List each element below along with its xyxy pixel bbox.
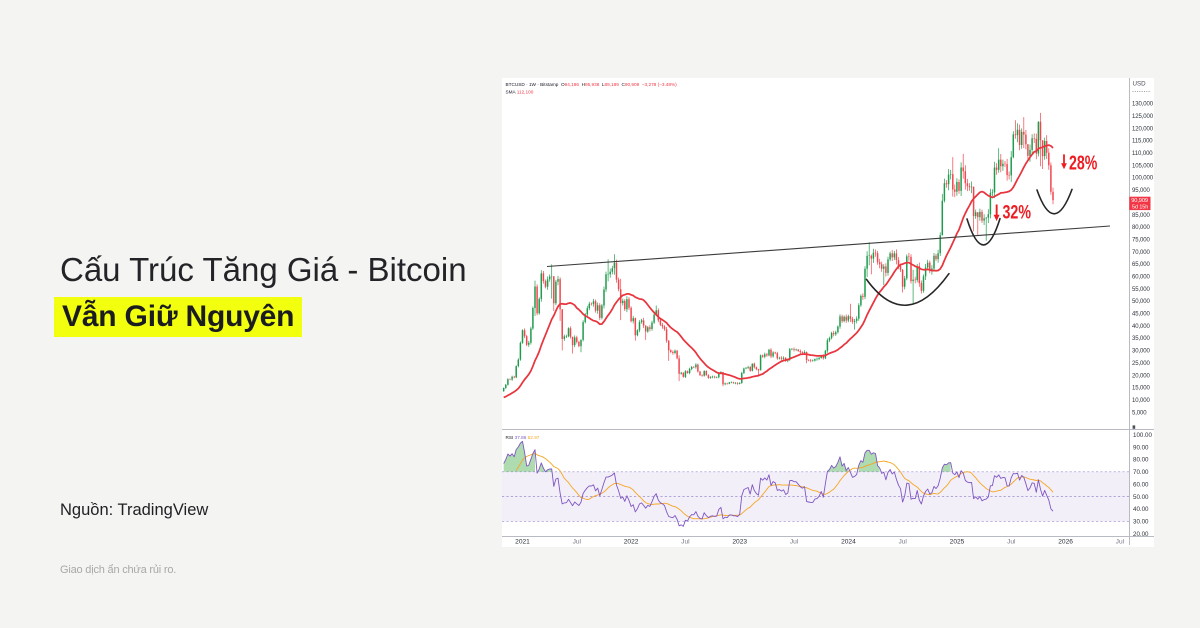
svg-text:Jul: Jul [681,539,690,546]
svg-text:60.00: 60.00 [1133,481,1149,488]
svg-text:115,000: 115,000 [1132,139,1153,145]
svg-text:50,000: 50,000 [1132,299,1151,305]
svg-text:30,000: 30,000 [1132,349,1151,355]
svg-text:100.00: 100.00 [1133,432,1152,439]
svg-text:5d 15h: 5d 15h [1132,204,1148,210]
svg-text:2022: 2022 [624,539,639,546]
svg-text:40,000: 40,000 [1132,324,1151,330]
svg-text:85,000: 85,000 [1132,213,1151,219]
svg-text:20.00: 20.00 [1133,531,1149,538]
svg-text:45,000: 45,000 [1132,312,1151,318]
svg-text:100,000: 100,000 [1132,176,1154,182]
svg-text:USD: USD [1133,80,1147,87]
svg-text:Jul: Jul [790,539,799,546]
svg-text:90.00: 90.00 [1133,444,1149,451]
svg-text:20,000: 20,000 [1132,373,1151,379]
svg-text:2026: 2026 [1058,539,1073,546]
svg-text:40.00: 40.00 [1133,506,1149,513]
svg-text:75,000: 75,000 [1132,238,1151,244]
svg-text:120,000: 120,000 [1132,126,1154,132]
svg-text:130,000: 130,000 [1132,102,1154,108]
svg-text:2025: 2025 [950,539,965,546]
svg-text:90,909: 90,909 [1131,198,1148,204]
svg-text:60,000: 60,000 [1132,275,1151,281]
svg-text:Jul: Jul [573,539,582,546]
svg-text:2021: 2021 [515,539,530,546]
svg-text:30.00: 30.00 [1133,519,1149,526]
svg-text:2024: 2024 [841,539,856,546]
svg-text:RSI 37.86 52.97: RSI 37.86 52.97 [506,435,540,440]
svg-text:70.00: 70.00 [1133,469,1149,476]
svg-text:110,000: 110,000 [1132,151,1153,157]
svg-text:15,000: 15,000 [1132,386,1151,392]
svg-text:80.00: 80.00 [1133,457,1149,464]
svg-text:80,000: 80,000 [1132,225,1151,231]
svg-text:Jul: Jul [1116,539,1125,546]
svg-text:10,000: 10,000 [1132,398,1151,404]
svg-text:65,000: 65,000 [1132,262,1151,268]
svg-text:95,000: 95,000 [1132,188,1151,194]
svg-text:2023: 2023 [732,539,747,546]
svg-text:125,000: 125,000 [1132,114,1154,120]
svg-text:70,000: 70,000 [1132,250,1151,256]
svg-text:5,000: 5,000 [1132,410,1147,416]
svg-text:50.00: 50.00 [1133,494,1149,501]
svg-text:55,000: 55,000 [1132,287,1151,293]
svg-text:Jul: Jul [1007,539,1016,546]
svg-text:SMA 112,100: SMA 112,100 [506,89,534,94]
svg-text:Jul: Jul [898,539,907,546]
svg-text:25,000: 25,000 [1132,361,1151,367]
svg-text:35,000: 35,000 [1132,336,1151,342]
svg-text:32%: 32% [1003,203,1032,224]
svg-text:105,000: 105,000 [1132,163,1154,169]
svg-text:28%: 28% [1069,151,1097,174]
svg-text:BTCUSD · 1W · Bitstamp O94,18: BTCUSD · 1W · Bitstamp O94,186 H95,938 L… [506,82,678,87]
